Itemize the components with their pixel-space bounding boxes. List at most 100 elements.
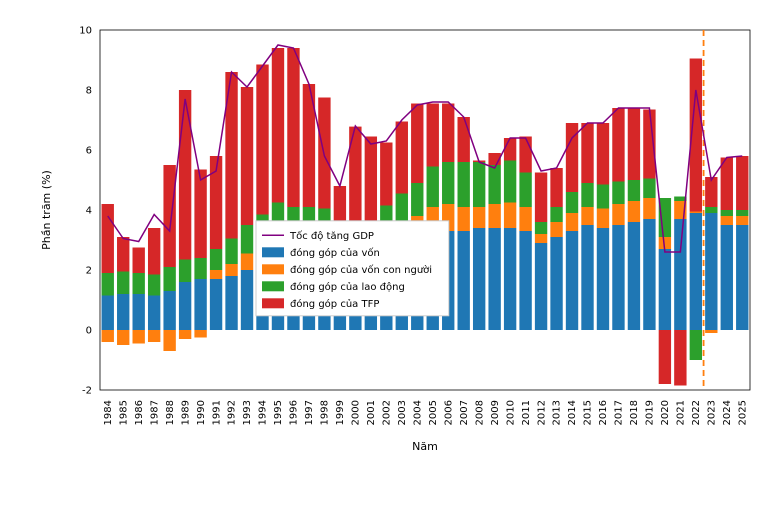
xtick-label: 2005 [428, 400, 439, 425]
bar-tfp [241, 87, 253, 225]
bar-vcn [102, 330, 114, 342]
bar-von [674, 219, 686, 330]
bar-tfp [550, 168, 562, 207]
xtick-label: 2002 [382, 400, 393, 425]
bar-vcn [241, 254, 253, 271]
bar-tfp [380, 143, 392, 206]
bar-tfp [612, 108, 624, 182]
ytick-label: 2 [86, 266, 92, 277]
xtick-label: 2009 [490, 400, 501, 425]
y-axis-label: Phần trăm (%) [40, 170, 53, 250]
bar-von [488, 228, 500, 330]
ytick-label: 0 [86, 326, 92, 337]
bar-tfp [163, 165, 175, 267]
bar-vcn [566, 213, 578, 231]
bar-lao [519, 173, 531, 208]
xtick-label: 2025 [737, 400, 748, 425]
bar-von [643, 219, 655, 330]
xtick-label: 1989 [180, 400, 191, 425]
ytick-label: -2 [82, 386, 92, 397]
bar-tfp [411, 104, 423, 184]
bar-vcn [612, 204, 624, 225]
bar-von [535, 243, 547, 330]
bar-von [225, 276, 237, 330]
bar-vcn [133, 330, 145, 344]
bar-lao [581, 183, 593, 207]
xtick-label: 2018 [629, 400, 640, 425]
bar-tfp [597, 123, 609, 185]
xtick-label: 2000 [351, 400, 362, 425]
bar-lao [163, 267, 175, 291]
bar-vcn [488, 204, 500, 228]
legend-von-label: đóng góp của vốn [290, 247, 380, 259]
bar-von [179, 282, 191, 330]
xtick-label: 2014 [567, 400, 578, 425]
bar-von [566, 231, 578, 330]
bar-von [597, 228, 609, 330]
bar-tfp [365, 137, 377, 224]
xtick-label: 2016 [598, 400, 609, 425]
bar-von [736, 225, 748, 330]
legend-vcn-swatch [262, 264, 284, 274]
xtick-label: 2015 [583, 400, 594, 425]
bar-vcn [194, 330, 206, 338]
bar-tfp [659, 330, 671, 384]
bar-lao [736, 210, 748, 216]
legend-lao-label: đóng góp của lao động [290, 281, 405, 293]
bar-von [705, 213, 717, 330]
x-axis-label: Năm [412, 440, 438, 453]
bar-lao [241, 225, 253, 254]
bar-lao [597, 185, 609, 209]
bar-tfp [705, 177, 717, 207]
bar-tfp [396, 122, 408, 194]
bar-von [581, 225, 593, 330]
bar-vcn [643, 198, 655, 219]
bar-lao [690, 330, 702, 360]
legend-lao-swatch [262, 281, 284, 291]
bar-lao [612, 182, 624, 205]
ytick-label: 4 [86, 206, 92, 217]
xtick-label: 2022 [691, 400, 702, 425]
bar-von [550, 237, 562, 330]
xtick-label: 2011 [521, 400, 532, 425]
bar-von [241, 270, 253, 330]
legend-von-swatch [262, 247, 284, 257]
xtick-label: 2024 [722, 400, 733, 425]
xtick-label: 2001 [366, 400, 377, 425]
bar-von [504, 228, 516, 330]
bar-vcn [690, 212, 702, 214]
bar-von [458, 231, 470, 330]
ytick-label: 8 [86, 86, 92, 97]
bar-lao [488, 165, 500, 204]
bar-vcn [117, 330, 129, 345]
bar-lao [411, 183, 423, 216]
xtick-label: 1996 [289, 400, 300, 425]
xtick-label: 2021 [676, 400, 687, 425]
xtick-label: 2003 [397, 400, 408, 425]
bar-lao [504, 161, 516, 203]
bar-tfp [721, 158, 733, 211]
xtick-label: 1998 [320, 400, 331, 425]
xtick-label: 1988 [165, 400, 176, 425]
xtick-label: 1985 [118, 400, 129, 425]
bar-vcn [473, 207, 485, 228]
chart-container: -20246810Phần trăm (%)198419851986198719… [0, 0, 778, 515]
bar-vcn [721, 216, 733, 225]
bar-tfp [102, 204, 114, 273]
bar-tfp [581, 123, 593, 183]
chart-svg: -20246810Phần trăm (%)198419851986198719… [0, 0, 778, 515]
bar-von [117, 294, 129, 330]
bar-vcn [148, 330, 160, 342]
bar-vcn [179, 330, 191, 339]
legend-tfp-label: đóng góp của TFP [290, 298, 379, 310]
bar-lao [721, 210, 733, 216]
bar-lao [550, 207, 562, 222]
bar-vcn [628, 201, 640, 222]
xtick-label: 2023 [707, 400, 718, 425]
bar-von [690, 213, 702, 330]
bar-tfp [256, 65, 268, 215]
bar-lao [194, 258, 206, 279]
bar-von [612, 225, 624, 330]
bar-lao [473, 162, 485, 207]
bar-vcn [736, 216, 748, 225]
